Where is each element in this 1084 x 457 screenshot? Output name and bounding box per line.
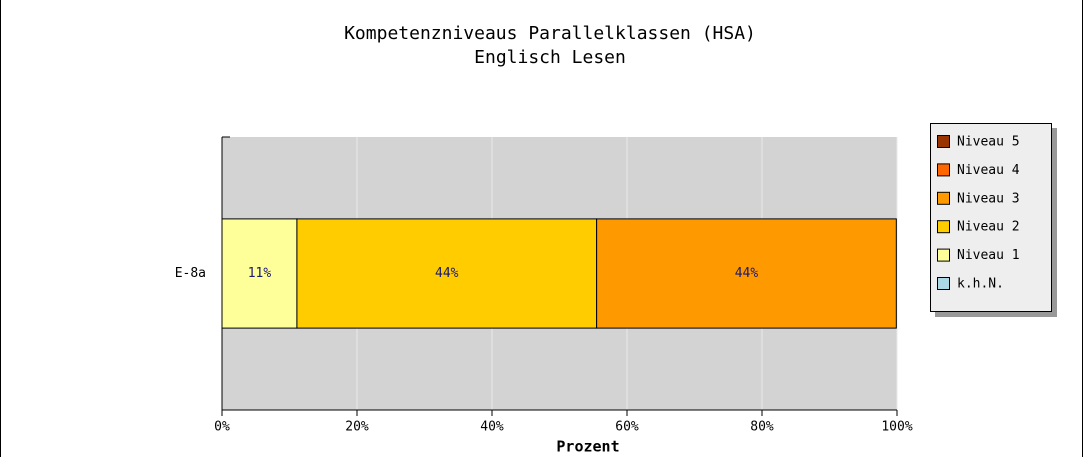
legend-label: Niveau 3 <box>957 191 1020 206</box>
legend <box>930 123 1052 312</box>
x-tick-label: 0% <box>214 420 230 435</box>
legend-swatch <box>937 248 950 262</box>
bar-segment <box>596 218 897 329</box>
bar-segment <box>221 218 298 329</box>
x-tick-label: 60% <box>615 420 639 435</box>
x-tick-label: 80% <box>750 420 774 435</box>
legend-label: Niveau 1 <box>957 248 1020 263</box>
legend-label: Niveau 2 <box>957 220 1020 235</box>
y-tick-label: E-8a <box>175 266 206 281</box>
legend-label: k.h.N. <box>957 277 1004 292</box>
data-label: 44% <box>435 266 459 281</box>
x-tick-label: 40% <box>480 420 504 435</box>
x-tick-label: 100% <box>881 420 912 435</box>
bar-segment <box>296 218 598 329</box>
x-tick-label: 20% <box>345 420 369 435</box>
legend-label: Niveau 5 <box>957 135 1020 150</box>
chart-title: Kompetenzniveaus Parallelklassen (HSA) <box>344 23 756 44</box>
data-label: 44% <box>735 266 759 281</box>
chart-subtitle: Englisch Lesen <box>474 47 626 68</box>
legend-swatch <box>937 135 950 148</box>
legend-swatch <box>937 277 950 290</box>
legend-swatch <box>937 191 950 205</box>
x-axis-title: Prozent <box>556 438 619 456</box>
legend-swatch <box>937 163 950 177</box>
legend-swatch <box>937 220 950 234</box>
data-label: 11% <box>248 266 272 281</box>
legend-label: Niveau 4 <box>957 163 1020 178</box>
